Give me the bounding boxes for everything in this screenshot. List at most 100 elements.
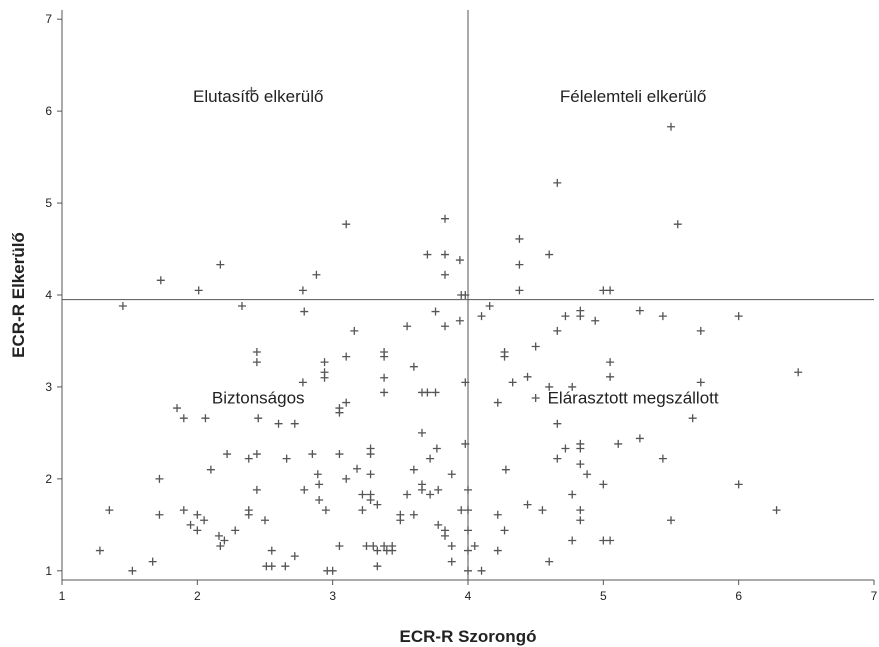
data-point bbox=[561, 312, 570, 321]
data-point bbox=[772, 506, 781, 515]
data-point bbox=[388, 546, 397, 555]
data-point bbox=[447, 541, 456, 550]
data-point bbox=[252, 348, 261, 356]
data-point bbox=[431, 388, 440, 397]
data-point bbox=[95, 546, 104, 555]
data-point bbox=[128, 566, 137, 575]
x-tick-label: 1 bbox=[59, 589, 66, 603]
data-points bbox=[95, 86, 803, 575]
data-point bbox=[447, 470, 456, 479]
data-point bbox=[281, 562, 290, 571]
data-point bbox=[118, 302, 127, 311]
data-point bbox=[396, 516, 405, 525]
data-point bbox=[583, 470, 592, 479]
data-point bbox=[237, 302, 246, 311]
data-point bbox=[267, 562, 276, 571]
data-point bbox=[179, 506, 188, 515]
data-point bbox=[440, 322, 449, 331]
data-point bbox=[673, 220, 682, 229]
data-point bbox=[515, 234, 524, 243]
data-point bbox=[231, 526, 240, 535]
data-point bbox=[290, 419, 299, 428]
data-point bbox=[403, 322, 412, 331]
data-point bbox=[455, 316, 464, 325]
data-point bbox=[353, 464, 362, 473]
data-point bbox=[431, 307, 440, 316]
data-point bbox=[315, 480, 324, 489]
y-axis-title: ECR-R Elkerülő bbox=[9, 232, 28, 358]
data-point bbox=[553, 454, 562, 463]
data-point bbox=[350, 326, 359, 335]
data-point bbox=[493, 546, 502, 555]
data-point bbox=[461, 439, 470, 448]
data-point bbox=[440, 531, 449, 540]
data-point bbox=[461, 378, 470, 387]
data-point bbox=[342, 474, 351, 483]
data-point bbox=[501, 465, 510, 474]
data-point bbox=[493, 398, 502, 407]
data-point bbox=[545, 382, 554, 391]
data-point bbox=[335, 408, 344, 417]
data-point bbox=[362, 541, 371, 550]
data-point bbox=[252, 358, 261, 367]
data-point bbox=[261, 516, 269, 525]
data-point bbox=[321, 506, 330, 515]
data-point bbox=[342, 398, 351, 407]
data-point bbox=[576, 506, 585, 515]
data-point bbox=[493, 510, 502, 519]
data-point bbox=[155, 474, 164, 483]
data-point bbox=[500, 526, 509, 535]
data-point bbox=[734, 312, 743, 321]
data-point bbox=[423, 250, 432, 259]
data-point bbox=[545, 557, 554, 566]
data-point bbox=[635, 434, 644, 443]
data-point bbox=[254, 414, 263, 423]
data-point bbox=[515, 286, 524, 295]
data-point bbox=[426, 490, 435, 499]
data-point bbox=[155, 510, 164, 519]
quadrant-label: Elutasító elkerülő bbox=[193, 87, 323, 106]
data-point bbox=[156, 276, 165, 285]
data-point bbox=[380, 373, 389, 382]
data-point bbox=[358, 506, 367, 515]
data-point bbox=[658, 312, 667, 321]
data-point bbox=[274, 419, 283, 428]
data-point bbox=[380, 541, 389, 550]
data-point bbox=[403, 490, 412, 499]
data-point bbox=[216, 260, 225, 269]
data-point bbox=[464, 526, 472, 535]
y-tick-label: 5 bbox=[45, 196, 52, 210]
data-point bbox=[667, 122, 675, 131]
data-point bbox=[201, 414, 210, 423]
axes: 1 2 3 4 5 6 7 1 2 3 4 5 6 7 bbox=[45, 10, 878, 603]
data-point bbox=[461, 291, 470, 299]
data-point bbox=[328, 566, 337, 575]
data-point bbox=[298, 378, 307, 387]
y-tick-label: 7 bbox=[45, 12, 52, 26]
data-point bbox=[308, 450, 317, 459]
data-point bbox=[568, 536, 577, 545]
y-axis-ticks: 1 2 3 4 5 6 7 bbox=[45, 12, 62, 578]
data-point bbox=[606, 358, 615, 367]
data-point bbox=[531, 393, 540, 402]
data-point bbox=[417, 485, 426, 494]
data-point bbox=[186, 520, 195, 529]
data-point bbox=[335, 541, 344, 550]
data-point bbox=[342, 220, 351, 229]
data-point bbox=[216, 541, 225, 550]
data-point bbox=[614, 439, 623, 448]
x-tick-label: 7 bbox=[871, 589, 878, 603]
data-point bbox=[366, 470, 375, 479]
data-point bbox=[282, 454, 291, 463]
data-point bbox=[312, 270, 321, 279]
y-tick-label: 2 bbox=[45, 472, 52, 486]
data-point bbox=[508, 378, 517, 387]
data-point bbox=[373, 562, 382, 571]
data-point bbox=[409, 510, 418, 519]
data-point bbox=[464, 485, 472, 494]
data-point bbox=[440, 250, 449, 259]
data-point bbox=[220, 536, 229, 545]
x-tick-label: 5 bbox=[600, 589, 607, 603]
data-point bbox=[369, 541, 378, 550]
data-point bbox=[290, 552, 299, 561]
